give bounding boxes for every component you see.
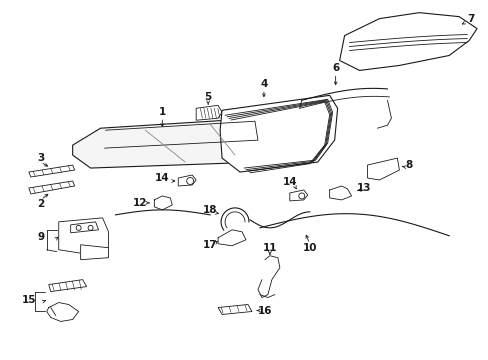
Text: 12: 12 — [133, 198, 147, 208]
Polygon shape — [81, 245, 108, 260]
Polygon shape — [71, 222, 99, 233]
Circle shape — [298, 193, 304, 199]
Polygon shape — [29, 165, 75, 177]
Polygon shape — [339, 13, 476, 71]
Polygon shape — [289, 190, 307, 201]
Text: 14: 14 — [155, 173, 169, 183]
Text: 6: 6 — [331, 63, 339, 73]
Text: 16: 16 — [257, 306, 272, 316]
Polygon shape — [29, 181, 75, 194]
Polygon shape — [220, 95, 337, 172]
Circle shape — [186, 177, 193, 184]
Text: 15: 15 — [21, 294, 36, 305]
Text: 17: 17 — [203, 240, 217, 250]
Text: 4: 4 — [260, 79, 267, 89]
Text: 11: 11 — [262, 243, 277, 253]
Circle shape — [88, 225, 93, 230]
Text: 13: 13 — [357, 183, 371, 193]
Text: 10: 10 — [302, 243, 316, 253]
Polygon shape — [367, 158, 399, 180]
Text: 3: 3 — [37, 153, 44, 163]
Polygon shape — [178, 175, 196, 186]
Polygon shape — [49, 280, 86, 292]
Polygon shape — [59, 218, 108, 255]
Text: 14: 14 — [282, 177, 297, 187]
Text: 7: 7 — [467, 14, 474, 24]
Text: 8: 8 — [405, 160, 412, 170]
Text: 18: 18 — [203, 205, 217, 215]
Circle shape — [76, 225, 81, 230]
Text: 1: 1 — [159, 107, 165, 117]
Text: 2: 2 — [37, 199, 44, 209]
Text: 9: 9 — [37, 232, 44, 242]
Polygon shape — [196, 105, 222, 120]
Polygon shape — [218, 305, 251, 315]
Polygon shape — [73, 118, 274, 168]
Text: 5: 5 — [204, 92, 211, 102]
